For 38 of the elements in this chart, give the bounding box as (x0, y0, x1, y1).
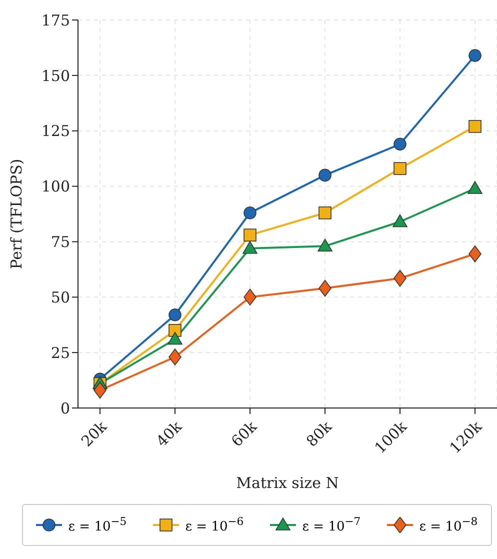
y-axis-title: Perf (TFLOPS) (7, 158, 26, 270)
x-tick-label: 40k (152, 416, 186, 450)
x-axis-title: Matrix size N (236, 474, 339, 492)
point (168, 348, 182, 366)
y-tick-label: 50 (50, 288, 70, 306)
y-tick-label: 125 (41, 122, 70, 140)
point (94, 382, 106, 399)
point (318, 280, 332, 297)
point (318, 168, 332, 182)
point (394, 270, 406, 287)
point (318, 206, 332, 220)
point (244, 288, 256, 306)
point (468, 246, 482, 262)
legend-label: ε = 10$^{−5}$ (68, 515, 127, 535)
point (468, 120, 482, 133)
legend-label: ε = 10$^{−7}$ (302, 515, 361, 535)
point (244, 206, 256, 220)
x-tick-label: 80k (302, 416, 336, 450)
y-tick-label: 25 (50, 344, 70, 362)
point (168, 332, 182, 345)
point (244, 228, 256, 242)
point (468, 49, 482, 62)
point (242, 240, 258, 254)
legend-label: ε = 10$^{−8}$ (419, 515, 478, 535)
point (394, 162, 406, 175)
x-tick-label: 20k (78, 416, 111, 450)
y-tick-label: 100 (41, 178, 70, 196)
y-tick-label: 175 (41, 11, 70, 30)
y-tick-label: 0 (60, 399, 70, 418)
point (468, 181, 482, 194)
point (392, 214, 408, 228)
point (394, 138, 406, 151)
point (318, 238, 332, 252)
y-tick-label: 150 (41, 66, 70, 85)
x-tick-label: 60k (228, 416, 261, 450)
y-tick-label: 75 (50, 233, 70, 252)
point (168, 308, 182, 322)
legend-label: ε = 10$^{−6}$ (185, 515, 244, 535)
